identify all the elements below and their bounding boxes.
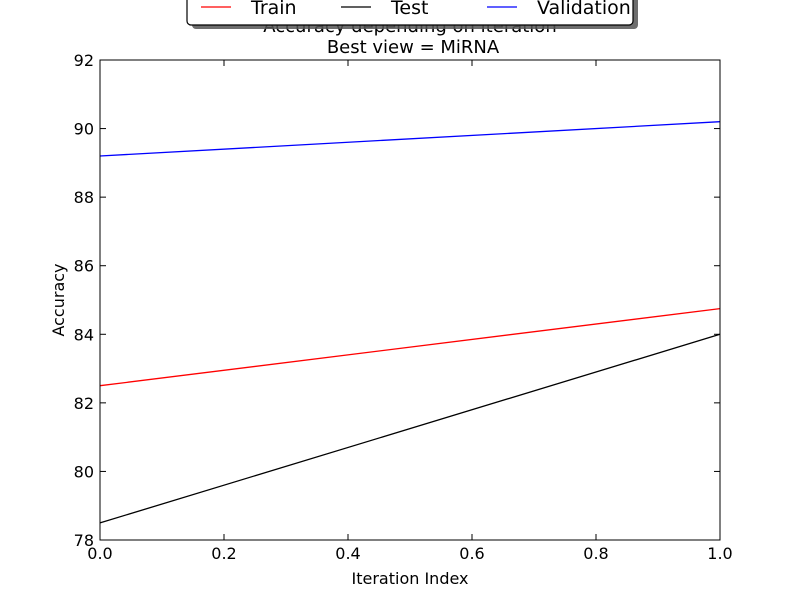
legend-label-validation: Validation xyxy=(537,0,631,19)
legend-entries: Train Test Validation xyxy=(201,0,631,19)
x-tick-label: 0.4 xyxy=(335,544,360,563)
x-tick-label: 0.6 xyxy=(459,544,484,563)
y-tick-label: 90 xyxy=(74,120,94,139)
y-tick-label: 82 xyxy=(74,394,94,413)
y-tick-label: 78 xyxy=(74,531,94,550)
x-axis-label: Iteration Index xyxy=(352,569,469,588)
legend-label-test: Test xyxy=(390,0,428,19)
y-tick-label: 86 xyxy=(74,257,94,276)
y-tick-label: 92 xyxy=(74,51,94,70)
x-tick-label: 0.2 xyxy=(211,544,236,563)
legend-label-train: Train xyxy=(250,0,297,19)
chart-title-line2: Best view = MiRNA xyxy=(327,37,500,58)
y-tick-label: 84 xyxy=(74,325,94,344)
legend: Train Test Validation xyxy=(186,0,638,29)
series-line-test xyxy=(99,333,721,524)
y-tick-label: 80 xyxy=(74,462,94,481)
legend-box xyxy=(186,0,634,26)
x-tick-label: 1.0 xyxy=(707,544,732,563)
plot-frame xyxy=(99,59,721,541)
series-line-validation xyxy=(99,121,721,157)
series-line-train xyxy=(99,307,721,387)
ticks-layer: 0.0 0.2 0.4 0.6 0.8 1.0 78 80 82 84 86 88 90 92 xyxy=(74,51,733,563)
x-tick-label: 0.8 xyxy=(583,544,608,563)
series-layer xyxy=(99,121,721,524)
y-tick-label: 88 xyxy=(74,188,94,207)
x-tick-label: 0.0 xyxy=(87,544,112,563)
y-axis-label: Accuracy xyxy=(49,263,68,336)
